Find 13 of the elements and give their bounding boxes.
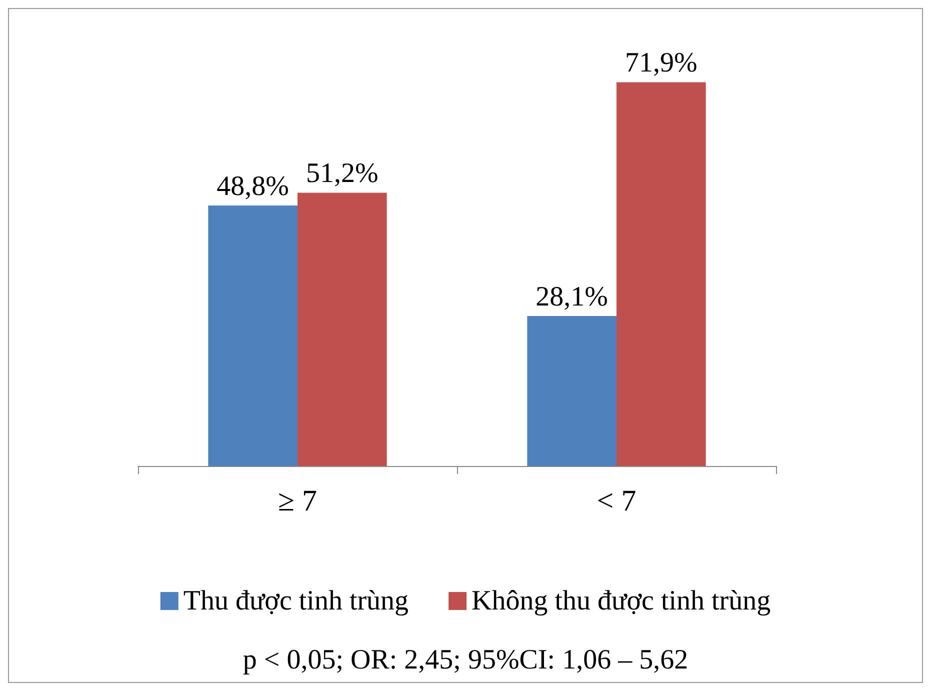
bar [208,206,298,466]
data-label: 71,9% [624,48,698,79]
bar [616,82,706,466]
legend-label: Không thu được tinh trùng [472,586,771,616]
x-tick-label: ≥ 7 [278,484,317,518]
bar [298,192,387,466]
data-label: 28,1% [536,282,608,313]
text: p < 0,05; OR: 2,45; 95%CI: 1,06 – 5,62 [242,644,688,676]
legend-label: Thu được tinh trùng [183,586,409,616]
bar [527,316,616,466]
x-tick-label: < 7 [596,484,636,518]
data-label: 51,2% [306,158,378,190]
data-label: 48,8% [216,171,290,202]
